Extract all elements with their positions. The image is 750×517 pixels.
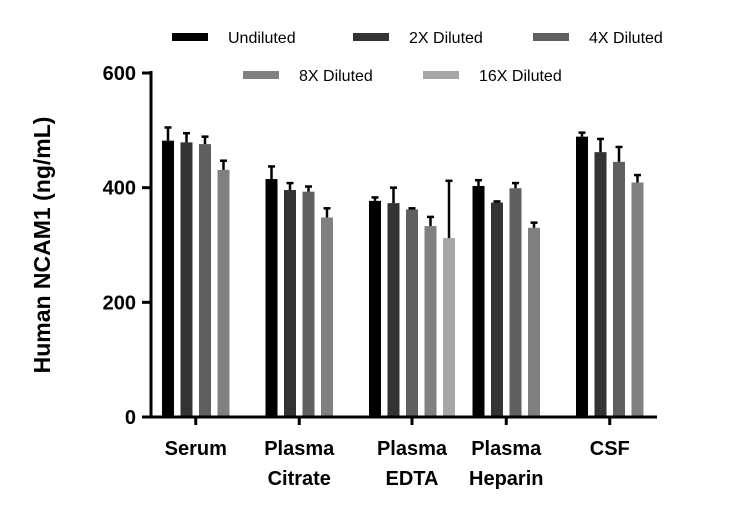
legend-item: 16X Diluted — [423, 68, 562, 85]
legend-item: 2X Diluted — [353, 30, 483, 47]
y-axis-label: Human NCAM1 (ng/mL) — [29, 117, 55, 374]
bar — [265, 179, 278, 417]
category-label: Serum — [165, 438, 227, 460]
y-tick-label: 400 — [103, 178, 136, 200]
axes — [149, 71, 657, 419]
bar — [180, 142, 193, 417]
bar — [594, 152, 607, 417]
category-label-line: Plasma — [264, 438, 335, 460]
y-tick-label: 200 — [103, 292, 136, 314]
category-label: Plasma EDTA — [377, 438, 448, 490]
bar — [284, 189, 296, 417]
category-label: Plasma Heparin — [469, 438, 543, 490]
legend-label: 4X Diluted — [589, 30, 663, 47]
y-tick-label: 600 — [103, 63, 136, 85]
bar — [631, 182, 644, 417]
bar — [613, 161, 625, 417]
legend-label: 8X Diluted — [299, 68, 373, 85]
legend-item: Undiluted — [172, 30, 296, 47]
category-label-line: CSF — [590, 438, 630, 460]
bars — [162, 126, 644, 418]
legend-swatch — [172, 33, 208, 41]
legend-swatch — [423, 71, 459, 79]
category-label-line: Plasma — [471, 438, 542, 460]
category-label-line: EDTA — [386, 468, 439, 490]
legend-item: 8X Diluted — [243, 68, 373, 85]
category-label-line: Serum — [165, 438, 227, 460]
category-label-line: Citrate — [268, 468, 331, 490]
bar — [424, 226, 437, 417]
legend-item: 4X Diluted — [533, 30, 663, 47]
category-label: Plasma Citrate — [264, 438, 335, 490]
bar — [472, 185, 485, 417]
bar — [369, 200, 381, 417]
category-label-line: Plasma — [377, 438, 448, 460]
category-label: CSF — [590, 438, 630, 460]
bar — [509, 188, 522, 417]
bar — [387, 203, 400, 417]
legend: Undiluted 2X Diluted 4X Diluted 8X Diluted 1… — [172, 30, 663, 85]
legend-swatch — [353, 33, 389, 41]
bar — [406, 209, 418, 417]
bar — [491, 202, 503, 417]
legend-label: 16X Diluted — [479, 68, 562, 85]
bar — [576, 136, 588, 417]
category-label-line: Heparin — [469, 468, 543, 490]
bar — [321, 217, 333, 417]
legend-swatch — [533, 33, 569, 41]
legend-swatch — [243, 71, 279, 79]
bar — [302, 191, 315, 417]
bar — [199, 144, 211, 418]
bar — [443, 238, 455, 417]
bar — [528, 227, 540, 417]
bar — [162, 140, 174, 418]
legend-label: 2X Diluted — [409, 30, 483, 47]
bar — [217, 169, 230, 417]
y-tick-label: 0 — [125, 407, 136, 429]
legend-label: Undiluted — [228, 30, 296, 47]
